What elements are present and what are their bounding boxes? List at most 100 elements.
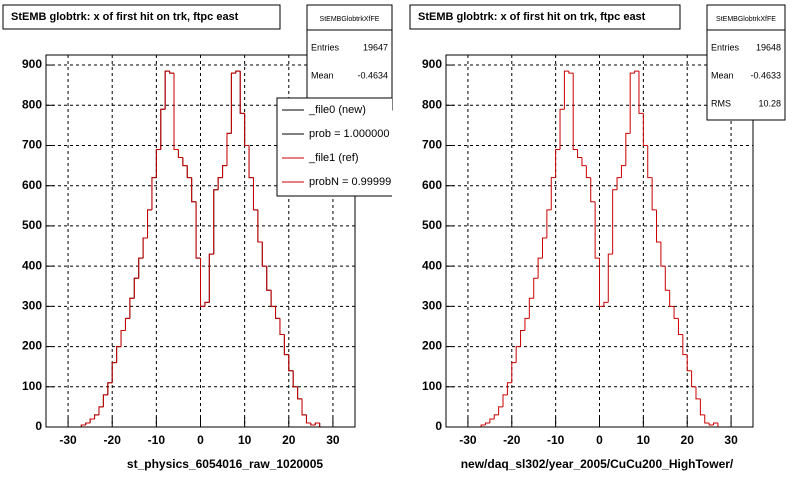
x-tick-label: 10 xyxy=(238,433,252,447)
histogram-bin xyxy=(213,189,219,255)
histogram-bin xyxy=(498,406,504,415)
histogram-bin xyxy=(520,329,525,347)
histogram-bin xyxy=(616,177,622,190)
histogram-bin xyxy=(133,277,139,299)
legend-box xyxy=(276,97,392,197)
histogram-bin xyxy=(257,209,263,243)
histogram-bin xyxy=(310,422,316,426)
histogram-bin xyxy=(515,346,521,363)
histogram-bin xyxy=(682,334,688,356)
histogram-bin xyxy=(208,253,214,303)
histogram-bin xyxy=(235,70,241,74)
histogram-bin xyxy=(252,177,258,211)
stats-value: -0.4633 xyxy=(750,70,781,80)
y-tick-label: 100 xyxy=(422,379,442,393)
histogram-bin xyxy=(642,113,648,146)
histogram-bin xyxy=(160,108,166,150)
histogram-bin xyxy=(266,266,272,291)
histogram-bin xyxy=(85,422,91,425)
x-tick-label: 10 xyxy=(637,433,651,447)
histogram-bin xyxy=(305,414,311,424)
histogram-bin xyxy=(164,70,170,110)
stats-box xyxy=(306,4,393,111)
histogram-bin xyxy=(155,149,161,178)
stats-label: Entries xyxy=(311,42,340,52)
histogram-bin xyxy=(239,71,245,114)
y-tick-label: 200 xyxy=(422,339,442,353)
histogram-bin xyxy=(524,317,530,331)
y-tick-label: 200 xyxy=(22,339,42,353)
histogram-bin xyxy=(695,386,701,400)
y-tick-label: 800 xyxy=(22,97,42,111)
histogram-bin xyxy=(660,242,666,267)
histogram-bin xyxy=(594,201,600,259)
histogram-bin xyxy=(625,132,631,166)
y-tick-label: 0 xyxy=(435,419,442,433)
stats-value: 19647 xyxy=(363,42,388,52)
stats-title: StEMBGlobtrkXfFE xyxy=(320,16,380,23)
histogram-bin xyxy=(634,70,639,74)
histogram-bin xyxy=(533,277,539,299)
histogram-bin xyxy=(261,242,267,267)
title-box xyxy=(409,4,681,30)
histogram-bin xyxy=(279,318,285,336)
histogram-bin xyxy=(142,237,148,259)
stats-label: RMS xyxy=(711,98,731,108)
histogram-bin xyxy=(129,297,135,319)
histogram-bin xyxy=(651,177,657,211)
histogram-bin xyxy=(647,145,653,179)
histogram-bin xyxy=(686,354,692,372)
x-tick-label: 0 xyxy=(197,433,204,447)
y-tick-label: 900 xyxy=(22,57,42,71)
stats-label: Mean xyxy=(311,70,334,80)
y-tick-label: 400 xyxy=(22,258,42,272)
x-axis-label: new/daq_sl302/year_2005/CuCu200_HighTowe… xyxy=(461,457,734,471)
histogram-bin xyxy=(603,301,609,307)
y-tick-label: 300 xyxy=(422,299,442,313)
x-axis-label: st_physics_6054016_raw_1020005 xyxy=(127,457,323,471)
y-tick-label: 600 xyxy=(422,178,442,192)
x-tick-label: -10 xyxy=(547,433,565,447)
y-tick-label: 500 xyxy=(422,218,442,232)
histogram-bin xyxy=(581,157,587,167)
x-tick-label: 30 xyxy=(724,433,738,447)
histogram-bin xyxy=(506,382,512,395)
x-tick-label: 20 xyxy=(681,433,695,447)
histogram-bin xyxy=(502,394,508,407)
histogram-bin xyxy=(629,72,635,134)
histogram-bin xyxy=(275,306,280,319)
histogram-bin xyxy=(568,71,574,74)
histogram-bin xyxy=(177,149,183,159)
histogram-bin xyxy=(708,422,714,426)
legend-label: _file0 (new) xyxy=(308,104,366,116)
x-tick-label: -20 xyxy=(503,433,521,447)
x-tick-label: -10 xyxy=(148,433,166,447)
histogram-bin xyxy=(182,157,188,167)
legend-label: probN = 0.99999 xyxy=(309,176,391,188)
x-tick-label: 0 xyxy=(596,433,603,447)
histogram-bin xyxy=(677,318,683,336)
histogram-bin xyxy=(301,398,307,416)
x-tick-label: -30 xyxy=(459,433,477,447)
histogram-bin xyxy=(138,257,144,279)
x-tick-label: 30 xyxy=(326,433,340,447)
y-tick-label: 0 xyxy=(35,419,42,433)
histogram-bin xyxy=(226,132,232,166)
stats-label: Mean xyxy=(711,70,734,80)
histogram-bin xyxy=(204,301,210,307)
histogram-bin xyxy=(669,290,675,307)
stats-title: StEMBGlobtrkXfFE xyxy=(716,16,776,23)
histogram-bin xyxy=(120,329,126,347)
stats-label: Entries xyxy=(711,42,740,52)
y-tick-label: 900 xyxy=(422,57,442,71)
histogram-bin xyxy=(292,370,298,388)
histogram-bin xyxy=(484,422,490,425)
title-box xyxy=(2,4,281,30)
x-tick-label: 20 xyxy=(282,433,296,447)
histogram-bin xyxy=(94,414,99,419)
histogram-bin xyxy=(270,290,276,307)
histogram-bin xyxy=(111,362,117,383)
histogram-bin xyxy=(620,165,626,178)
stats-value: -0.4634 xyxy=(357,70,388,80)
